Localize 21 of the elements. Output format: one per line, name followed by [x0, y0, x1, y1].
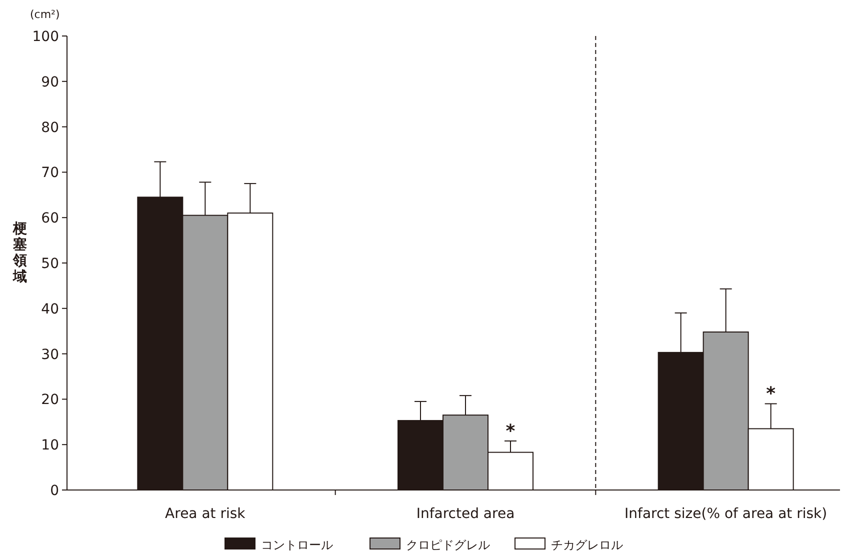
- y-tick-label: 10: [41, 438, 59, 454]
- text: (cm²): [30, 8, 60, 21]
- y-tick-label: 0: [50, 483, 59, 499]
- y-tick-label: 30: [41, 346, 59, 363]
- y-tick-label: 70: [41, 165, 59, 182]
- y-tick-label: 60: [41, 210, 59, 227]
- y-tick-label: 100: [32, 29, 59, 45]
- legend-label: クロピドグレル: [406, 538, 490, 552]
- y-tick-label: 80: [41, 120, 59, 136]
- legend-label: コントロール: [261, 538, 333, 552]
- annotation: *: [506, 420, 516, 442]
- x-tick-label: Area at risk: [165, 506, 246, 522]
- x-tick-label: Infarcted area: [416, 506, 515, 522]
- y-axis-title: 梗塞領域: [12, 221, 27, 285]
- annotation: *: [766, 384, 776, 405]
- legend-label: チカグレロル: [551, 538, 623, 552]
- y-tick-label: 90: [41, 74, 59, 90]
- x-tick-label: Infarct size(% of area at risk): [624, 506, 828, 522]
- y-tick-label: 50: [41, 256, 59, 272]
- y-tick-label: 20: [41, 392, 59, 408]
- y-tick-label: 40: [41, 301, 59, 318]
